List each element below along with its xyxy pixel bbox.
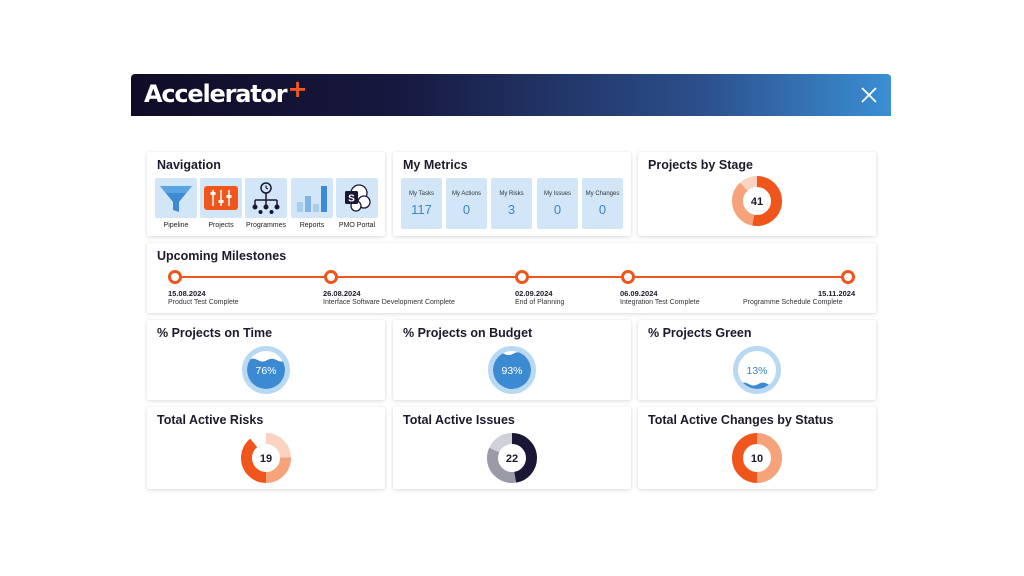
sliders-icon: [204, 186, 238, 210]
metric-my-actions[interactable]: My Actions 0: [446, 178, 487, 229]
active-issues-title: Total Active Issues: [403, 413, 515, 427]
milestone-name: Interface Software Development Complete: [323, 299, 455, 306]
metric-value: 117: [411, 202, 432, 217]
gauge-value: 93%: [501, 365, 522, 377]
nav-programmes[interactable]: Programmes: [245, 178, 287, 229]
milestone-name: Programme Schedule Complete: [743, 299, 843, 306]
metrics-card: My Metrics My Tasks 117 My Actions 0 My …: [393, 152, 631, 236]
metric-my-issues[interactable]: My Issues 0: [537, 178, 578, 229]
close-icon: [861, 87, 877, 103]
donut-segment: [241, 433, 291, 483]
milestone-name: Product Test Complete: [168, 299, 239, 306]
active-changes-title: Total Active Changes by Status: [648, 413, 834, 427]
projects-by-stage-card[interactable]: Projects by Stage 41: [638, 152, 876, 236]
nav-label: Reports: [299, 222, 325, 229]
on-time-card[interactable]: % Projects on Time 76%: [147, 320, 385, 400]
milestone-name: Integration Test Complete: [620, 299, 700, 306]
nav-pipeline[interactable]: Pipeline: [155, 178, 197, 229]
milestones-card: Upcoming Milestones 15.08.2024 Product T…: [147, 243, 876, 313]
metrics-title: My Metrics: [403, 158, 468, 172]
milestone-date: 02.09.2024: [515, 289, 553, 298]
donut-segment: [487, 433, 537, 483]
metric-label: My Issues: [543, 191, 571, 197]
donut-total: 41: [751, 196, 763, 208]
donut-segment: [732, 176, 782, 226]
metric-label: My Changes: [585, 191, 620, 197]
gauge-value: 76%: [255, 365, 276, 377]
metric-value: 3: [507, 202, 516, 217]
metric-label: My Risks: [499, 191, 524, 197]
projects-by-stage-title: Projects by Stage: [648, 158, 753, 172]
milestone-marker[interactable]: [324, 270, 338, 284]
milestone-date: 26.08.2024: [323, 289, 361, 298]
app-header: Accelerator+: [131, 74, 891, 116]
active-issues-donut: 22: [487, 433, 537, 483]
navigation-card: Navigation Pipeline: [147, 152, 385, 236]
active-risks-title: Total Active Risks: [157, 413, 264, 427]
svg-text:S: S: [348, 194, 355, 205]
gauge-value: 13%: [746, 365, 767, 377]
gauge-ring: [733, 346, 781, 394]
donut-total: 19: [260, 453, 272, 465]
gauge-ring: [488, 346, 536, 394]
hierarchy-icon: [252, 182, 280, 214]
accelerator-app: Accelerator+ Navigation Pipeline: [131, 74, 891, 500]
metric-label: My Actions: [451, 191, 481, 197]
milestones-title: Upcoming Milestones: [157, 249, 287, 263]
navigation-title: Navigation: [157, 158, 221, 172]
metric-value: 0: [553, 202, 562, 217]
timeline-line: [175, 276, 847, 278]
on-budget-gauge: 93%: [488, 346, 536, 394]
milestone-marker[interactable]: [841, 270, 855, 284]
active-risks-donut: 19: [241, 433, 291, 483]
gauge-fill: [247, 358, 285, 389]
on-time-gauge: 76%: [242, 346, 290, 394]
bar-chart-icon: [297, 186, 327, 212]
donut-total: 10: [751, 453, 763, 465]
on-budget-title: % Projects on Budget: [403, 326, 533, 340]
active-changes-donut: 10: [732, 433, 782, 483]
metric-my-tasks[interactable]: My Tasks 117: [401, 178, 442, 229]
donut-segment: [732, 176, 782, 226]
milestone-marker[interactable]: [621, 270, 635, 284]
donut-segment: [732, 433, 782, 483]
milestone-date: 15.11.2024: [818, 289, 856, 298]
milestone-name: End of Planning: [515, 299, 565, 306]
active-issues-card[interactable]: Total Active Issues 22: [393, 407, 631, 489]
nav-label: PMO Portal: [338, 222, 376, 229]
donut-segment: [241, 433, 291, 483]
metric-value: 0: [462, 202, 471, 217]
metric-value: 0: [598, 202, 607, 217]
gauge-ring: [242, 346, 290, 394]
metric-label: My Tasks: [409, 191, 434, 197]
on-budget-card[interactable]: % Projects on Budget 93%: [393, 320, 631, 400]
gauge-fill: [493, 352, 531, 389]
nav-reports[interactable]: Reports: [291, 178, 333, 229]
nav-label: Pipeline: [163, 222, 189, 229]
green-title: % Projects Green: [648, 326, 752, 340]
donut-total: 22: [506, 453, 518, 465]
projects-by-stage-donut: 41: [732, 176, 782, 226]
on-time-title: % Projects on Time: [157, 326, 273, 340]
nav-projects[interactable]: Projects: [200, 178, 242, 229]
milestone-date: 15.08.2024: [168, 289, 206, 298]
metric-my-changes[interactable]: My Changes 0: [582, 178, 623, 229]
green-card[interactable]: % Projects Green 13%: [638, 320, 876, 400]
nav-pmo-portal[interactable]: S PMO Portal: [336, 178, 378, 229]
donut-segment: [487, 433, 537, 483]
close-button[interactable]: [857, 83, 881, 107]
funnel-icon: [160, 186, 192, 212]
metric-my-risks[interactable]: My Risks 3: [491, 178, 532, 229]
nav-label: Programmes: [245, 222, 287, 229]
green-gauge: 13%: [733, 346, 781, 394]
milestone-date: 06.09.2024: [620, 289, 658, 298]
donut-segment: [241, 433, 291, 483]
active-risks-card[interactable]: Total Active Risks 19: [147, 407, 385, 489]
active-changes-card[interactable]: Total Active Changes by Status 10: [638, 407, 876, 489]
milestone-marker[interactable]: [168, 270, 182, 284]
nav-label: Projects: [208, 222, 234, 229]
milestone-marker[interactable]: [515, 270, 529, 284]
app-logo: Accelerator+: [144, 75, 308, 108]
sharepoint-icon: S: [345, 184, 371, 212]
